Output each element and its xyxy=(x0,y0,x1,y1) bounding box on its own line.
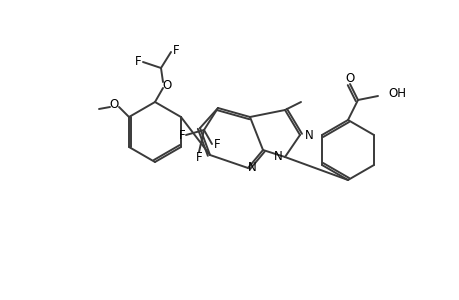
Text: O: O xyxy=(162,79,171,92)
Text: F: F xyxy=(213,137,220,151)
Text: O: O xyxy=(109,98,118,110)
Text: OH: OH xyxy=(387,86,405,100)
Text: F: F xyxy=(172,44,179,56)
Text: N: N xyxy=(274,149,282,163)
Text: O: O xyxy=(345,71,354,85)
Text: N: N xyxy=(304,128,313,142)
Text: F: F xyxy=(178,128,185,142)
Text: F: F xyxy=(195,151,202,164)
Text: F: F xyxy=(134,55,141,68)
Text: N: N xyxy=(247,160,256,173)
